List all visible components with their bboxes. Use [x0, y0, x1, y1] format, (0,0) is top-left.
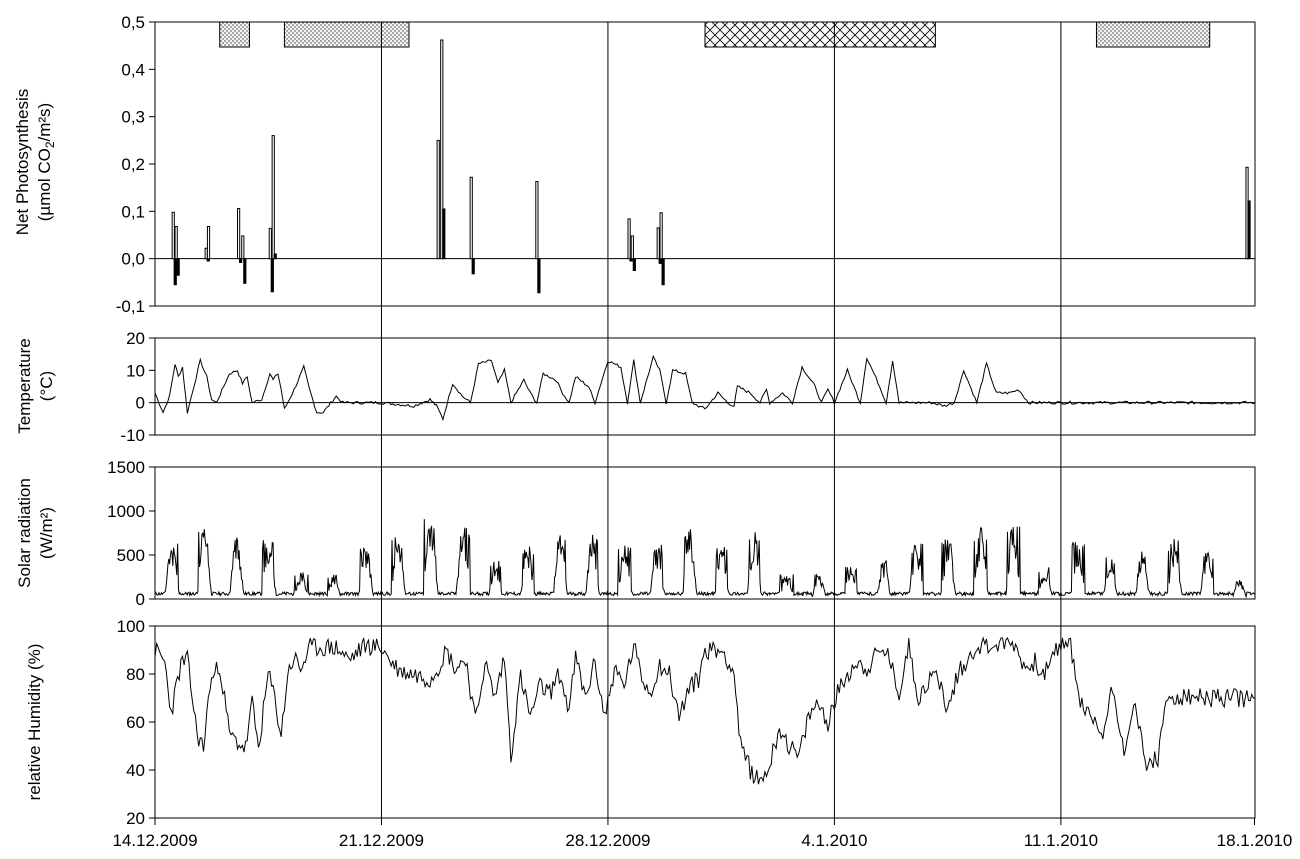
temperature-ylabel-line1: Temperature [15, 338, 34, 433]
photosynthesis-bar [206, 225, 211, 260]
humidity-ytick-label: 100 [117, 617, 145, 636]
humidity-plot-frame [154, 625, 1256, 819]
photosynthesis-ytick-label: 0,1 [121, 202, 145, 221]
photosynthesis-bar [237, 207, 241, 260]
photosynthesis-ytick-label: 0,2 [121, 155, 145, 174]
photosynthesis-bar [270, 258, 274, 293]
solar-ytick-label: 0 [136, 590, 145, 609]
period-box-cross-hatched [704, 21, 936, 48]
humidity-ytick-label: 80 [126, 665, 145, 684]
solar-ytick-label: 1500 [107, 458, 145, 477]
humidity-ylabel: relative Humidity (%) [25, 644, 44, 801]
temperature-ylabel-line2: (°C) [37, 371, 56, 401]
solar-ytick-label: 1000 [107, 502, 145, 521]
period-box-dotted [283, 21, 410, 48]
ylabel-co2-post: /m²s) [35, 103, 54, 142]
x-tick-label: 11.1.2010 [1024, 831, 1098, 850]
photosynthesis-bar [271, 135, 275, 260]
solar-ytick-label: 500 [117, 546, 145, 565]
photosynthesis-bar [535, 181, 539, 260]
photosynthesis-bar [436, 139, 440, 260]
photosynthesis-bar [440, 39, 444, 260]
photosynthesis-ytick-label: -0,1 [116, 297, 145, 316]
photosynthesis-bar [659, 212, 663, 260]
period-box-dotted [219, 21, 250, 48]
photosynthesis-bar [630, 235, 634, 260]
photosynthesis-bar [1247, 200, 1251, 260]
x-tick-label: 21.12.2009 [339, 831, 424, 850]
x-tick-label: 28.12.2009 [565, 831, 650, 850]
humidity-ytick-label: 20 [126, 809, 145, 828]
photosynthesis-bar [632, 258, 636, 271]
temperature-ytick-label: -10 [120, 426, 145, 445]
x-axis-tick-labels: 14.12.2009 21.12.2009 28.12.2009 4.1.2010 11… [112, 831, 1292, 850]
photosynthesis-bar [442, 208, 446, 260]
humidity-series-line [154, 636, 1256, 785]
x-tick-label: 14.12.2009 [112, 831, 197, 850]
temperature-ytick-label: 20 [126, 329, 145, 348]
week-gridlines [154, 22, 1255, 825]
solar-ylabel-line2: (W/m²) [37, 507, 56, 559]
photosynthesis-bar [469, 176, 473, 260]
photosynthesis-bar [173, 258, 177, 286]
x-tick-label: 18.1.2010 [1217, 831, 1293, 850]
temperature-series-line [154, 354, 1256, 422]
temperature-plot-frame [154, 337, 1256, 436]
photosynthesis-bar [273, 253, 277, 260]
temperature-ytick-label: 0 [136, 394, 145, 413]
photosynthesis-panel: Net Photosynthesis (µmol CO2/m²s) -0,1 0,… [13, 13, 1256, 316]
solar-panel: Solar radiation (W/m²) 0 500 1000 1500 [15, 458, 1256, 609]
photosynthesis-bar [471, 258, 475, 275]
photosynthesis-bar [176, 258, 180, 276]
ylabel-co2-pre: (µmol CO [35, 148, 54, 221]
photosynthesis-ytick-label: 0,3 [121, 108, 145, 127]
photosynthesis-bar [268, 227, 272, 260]
temperature-ytick-label: 10 [126, 361, 145, 380]
solar-plot-frame [154, 466, 1256, 600]
photosynthesis-bar [171, 211, 175, 260]
photosynthesis-bar [656, 227, 660, 260]
ylabel-co2-subscript: 2 [43, 141, 57, 148]
photosynthesis-ylabel-line2: (µmol CO2/m²s) [35, 103, 57, 221]
period-box-dotted [1095, 21, 1211, 48]
photosynthesis-bar [661, 258, 665, 286]
humidity-panel: relative Humidity (%) 20 40 60 80 100 [25, 617, 1256, 828]
photosynthesis-bar [239, 258, 243, 263]
photosynthesis-plot-frame [154, 21, 1256, 307]
solar-ylabel-line1: Solar radiation [15, 478, 34, 588]
photosynthesis-ytick-label: 0,5 [121, 13, 145, 32]
photosynthesis-bar [243, 258, 247, 284]
solar-series-line [154, 519, 1256, 599]
photosynthesis-bar [537, 258, 541, 294]
photosynthesis-bar [241, 235, 245, 260]
humidity-ytick-label: 60 [126, 713, 145, 732]
temperature-panel: Temperature (°C) -10 0 10 20 [15, 329, 1256, 445]
humidity-ytick-label: 40 [126, 761, 145, 780]
x-tick-label: 4.1.2010 [801, 831, 867, 850]
photosynthesis-ytick-label: 0,0 [121, 250, 145, 269]
photosynthesis-ylabel-line1: Net Photosynthesis [13, 89, 32, 235]
photosynthesis-bar [658, 258, 662, 264]
photosynthesis-ytick-label: 0,4 [121, 60, 145, 79]
photosynthesis-bar [174, 225, 178, 260]
photosynthesis-bar [627, 218, 631, 260]
